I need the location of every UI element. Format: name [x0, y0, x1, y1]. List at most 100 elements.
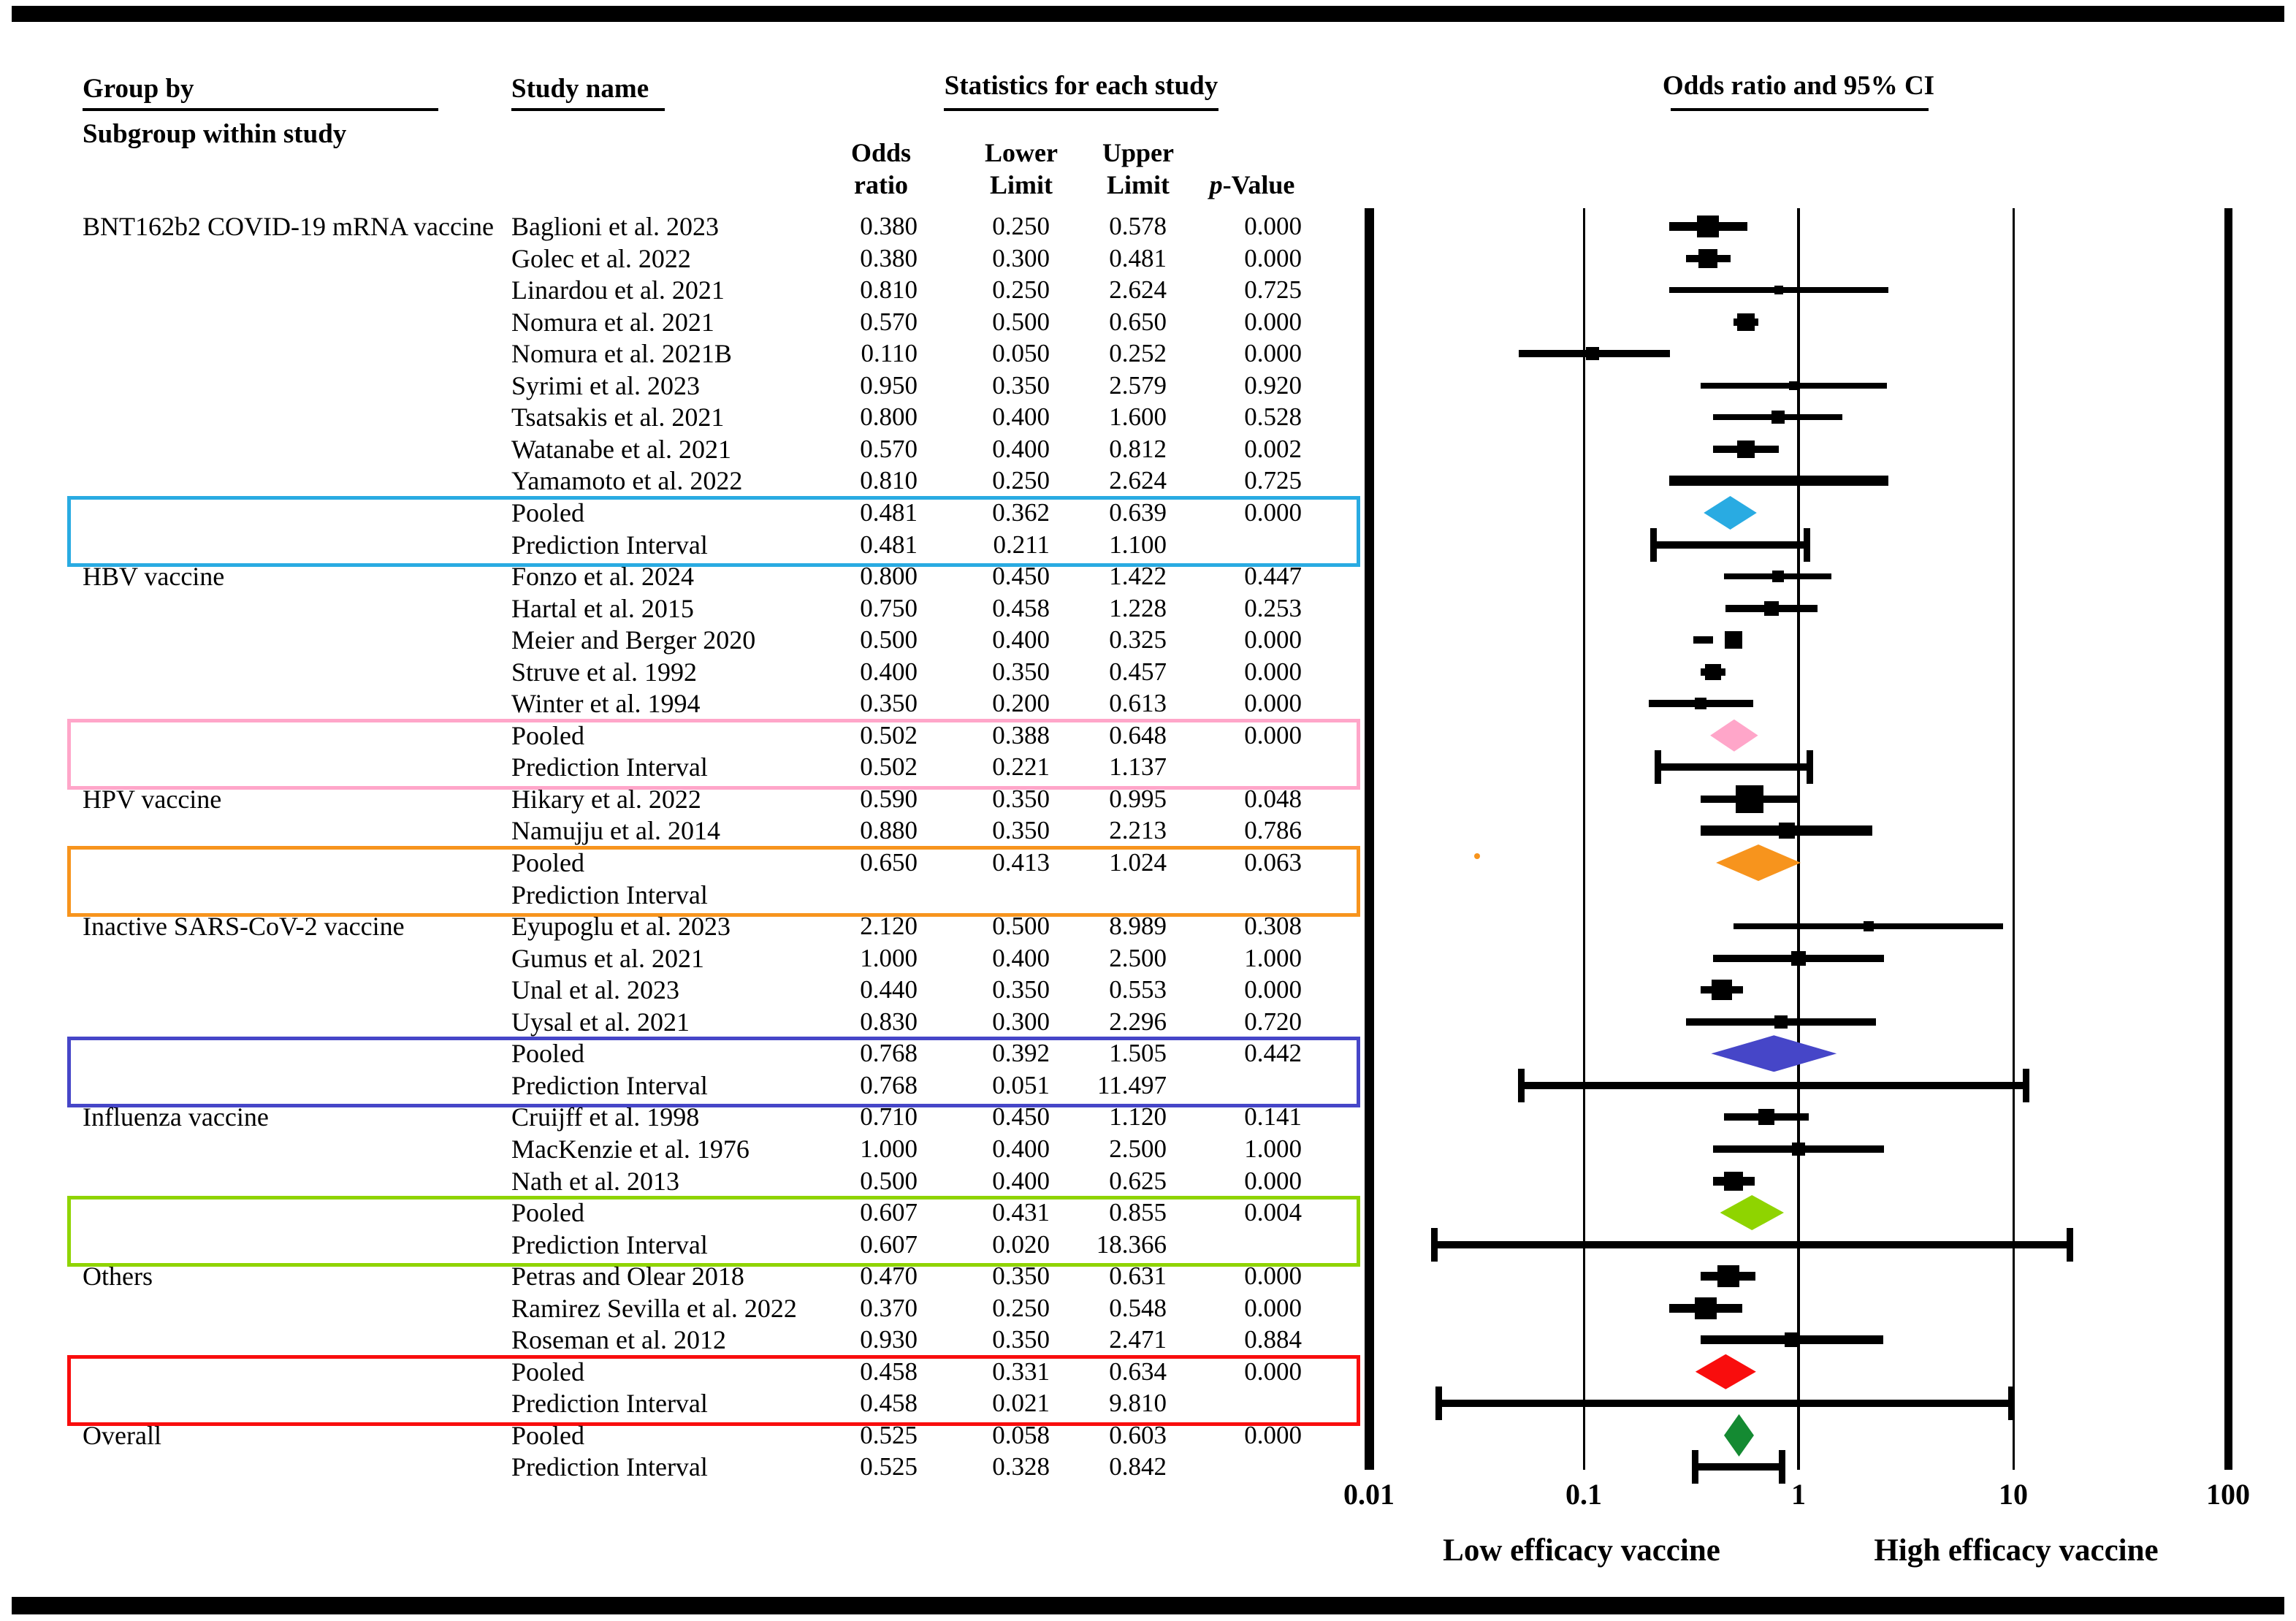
or-cell: 0.500	[860, 625, 918, 655]
prediction-interval-cap-left	[1518, 1068, 1525, 1102]
header-or-ci: Odds ratio and 95% CI	[1662, 71, 1935, 101]
col-header-odds-1: Odds	[850, 138, 912, 167]
prediction-interval-cap-right	[2022, 1068, 2029, 1102]
study-label: Pooled	[511, 848, 585, 877]
ucl-cell: 0.457	[1109, 657, 1167, 686]
lcl-cell: 0.500	[992, 307, 1050, 336]
high-efficacy-label: High efficacy vaccine	[1874, 1533, 2159, 1568]
study-label: Uysal et al. 2021	[511, 1007, 690, 1037]
p-cell: 0.000	[1244, 497, 1302, 527]
group-label: HBV vaccine	[83, 562, 225, 592]
p-cell: 0.000	[1244, 975, 1302, 1004]
group-label: Inactive SARS-CoV-2 vaccine	[83, 912, 405, 942]
or-cell: 0.470	[860, 1262, 918, 1291]
prediction-interval-line	[1694, 1463, 1783, 1471]
col-header-lower-1: Lower	[985, 138, 1058, 167]
p-cell: 1.000	[1244, 1134, 1302, 1163]
bottom-border-bar	[12, 1597, 2284, 1614]
lcl-cell: 0.200	[992, 689, 1050, 718]
ucl-cell: 0.855	[1109, 1198, 1167, 1227]
or-cell: 0.570	[860, 307, 918, 336]
lcl-cell: 0.250	[992, 1293, 1050, 1322]
prediction-interval-line	[1521, 1081, 2026, 1089]
lcl-cell: 0.400	[992, 943, 1050, 972]
point-estimate-marker	[1712, 980, 1733, 1001]
lcl-cell: 0.392	[992, 1039, 1050, 1068]
header-group-by: Group by	[83, 74, 194, 104]
col-header-upper-2: Limit	[1107, 170, 1170, 199]
axis-line-10	[2012, 208, 2015, 1470]
study-label: Pooled	[511, 1357, 585, 1387]
lcl-cell: 0.362	[992, 497, 1050, 527]
stray-orange-dot	[1474, 853, 1480, 859]
point-estimate-marker	[1784, 1332, 1799, 1348]
study-label: Hikary et al. 2022	[511, 784, 701, 814]
col-header-p-value: p-Value	[1210, 169, 1295, 200]
point-estimate-marker	[1774, 286, 1784, 295]
study-label: Gumus et al. 2021	[511, 943, 704, 973]
lcl-cell: 0.221	[992, 752, 1050, 782]
col-header-odds-2: ratio	[854, 170, 908, 199]
p-italic: p	[1209, 170, 1223, 199]
p-cell: 0.000	[1244, 689, 1302, 718]
group-label: HPV vaccine	[83, 784, 222, 814]
or-cell: 1.000	[860, 943, 918, 972]
or-cell: 0.950	[860, 370, 918, 400]
lcl-cell: 0.388	[992, 720, 1050, 750]
ucl-cell: 2.579	[1109, 370, 1167, 400]
ucl-cell: 0.634	[1109, 1357, 1167, 1386]
or-cell: 0.350	[860, 689, 918, 718]
ucl-cell: 0.648	[1109, 720, 1167, 750]
prediction-interval-line	[1653, 541, 1808, 549]
axis-line-0.01	[1364, 208, 1374, 1470]
group-summary-box	[67, 1354, 1360, 1426]
lcl-cell: 0.350	[992, 784, 1050, 813]
p-cell: 0.000	[1244, 1420, 1302, 1449]
study-label: Pooled	[511, 497, 585, 527]
study-label: Petras and Olear 2018	[511, 1262, 744, 1292]
group-summary-box	[67, 495, 1360, 568]
point-estimate-marker	[1694, 698, 1706, 710]
ucl-cell: 2.296	[1109, 1007, 1167, 1036]
group-label: Others	[83, 1262, 153, 1292]
study-label: Prediction Interval	[511, 1229, 708, 1259]
study-label: Baglioni et al. 2023	[511, 212, 719, 241]
point-estimate-marker	[1792, 1142, 1805, 1156]
or-cell: 0.481	[860, 497, 918, 527]
lcl-cell: 0.450	[992, 1102, 1050, 1132]
axis-line-100	[2224, 208, 2232, 1470]
prediction-interval-cap-right	[2007, 1387, 2015, 1421]
p-cell: 0.048	[1244, 784, 1302, 813]
point-estimate-marker	[1717, 1265, 1739, 1288]
pooled-diamond	[1704, 495, 1757, 530]
point-estimate-marker	[1863, 921, 1874, 932]
lcl-cell: 0.050	[992, 339, 1050, 368]
lcl-cell: 0.400	[992, 1134, 1050, 1163]
lcl-cell: 0.021	[992, 1389, 1050, 1418]
or-cell: 0.590	[860, 784, 918, 813]
p-cell: 0.000	[1244, 657, 1302, 686]
or-cell: 0.502	[860, 720, 918, 750]
p-cell: 0.308	[1244, 912, 1302, 941]
axis-tick-label: 10	[1999, 1478, 2028, 1511]
study-label: Yamamoto et al. 2022	[511, 466, 743, 496]
or-cell: 1.000	[860, 1134, 918, 1163]
lcl-cell: 0.350	[992, 1325, 1050, 1354]
point-estimate-marker	[1789, 381, 1799, 390]
or-cell: 0.880	[860, 816, 918, 845]
lcl-cell: 0.350	[992, 1262, 1050, 1291]
p-cell: 0.000	[1244, 1262, 1302, 1291]
low-efficacy-label: Low efficacy vaccine	[1443, 1533, 1720, 1568]
lcl-cell: 0.300	[992, 1007, 1050, 1036]
ucl-cell: 0.639	[1109, 497, 1167, 527]
prediction-interval-cap-right	[1779, 1450, 1786, 1484]
lcl-cell: 0.400	[992, 625, 1050, 655]
or-cell: 0.710	[860, 1102, 918, 1132]
p-cell: 0.725	[1244, 275, 1302, 305]
p-cell: 0.000	[1244, 212, 1302, 240]
point-estimate-marker	[1774, 1015, 1788, 1029]
or-cell: 0.607	[860, 1198, 918, 1227]
p-cell: 0.000	[1244, 1166, 1302, 1195]
group-summary-box	[67, 846, 1360, 918]
p-cell: 0.063	[1244, 848, 1302, 877]
